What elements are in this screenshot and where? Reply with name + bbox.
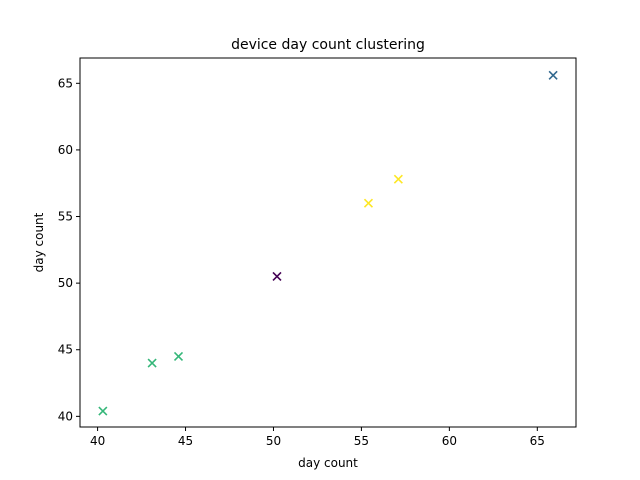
- data-point: [272, 271, 282, 282]
- x-tick-label: 55: [354, 434, 369, 448]
- y-tick-label: 45: [58, 343, 73, 357]
- x-axis-label: day count: [298, 456, 358, 470]
- x-axis: 40 45 50 55 60 65: [90, 427, 545, 448]
- plot-area: 40 45 50 55 60 65 40 45 50 55 60 65: [58, 57, 577, 448]
- y-axis: 40 45 50 55 60 65: [58, 76, 80, 423]
- x-tick-label: 40: [90, 434, 105, 448]
- data-point: [548, 70, 558, 80]
- data-point: [147, 358, 157, 368]
- y-tick-label: 65: [58, 76, 73, 90]
- data-point: [363, 198, 374, 208]
- x-tick-label: 50: [266, 434, 281, 448]
- y-tick-label: 55: [58, 210, 73, 224]
- data-points: [98, 70, 558, 416]
- x-tick-label: 60: [442, 434, 457, 448]
- chart-title: device day count clustering: [231, 37, 425, 53]
- x-tick-label: 45: [178, 434, 193, 448]
- y-axis-label: day count: [32, 212, 46, 272]
- data-point: [393, 174, 403, 184]
- y-tick-label: 60: [58, 143, 73, 157]
- x-tick-label: 65: [530, 434, 545, 448]
- data-point: [98, 406, 108, 416]
- y-tick-label: 50: [58, 276, 73, 290]
- y-tick-label: 40: [58, 409, 73, 423]
- plot-frame: [79, 57, 577, 428]
- data-point: [173, 351, 184, 361]
